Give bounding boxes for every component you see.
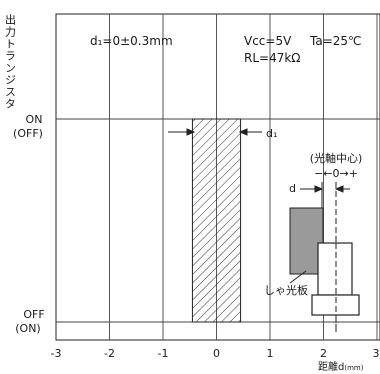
d1-condition-label: d₁=0±0.3mm: [90, 34, 173, 48]
d-arrows: [300, 185, 350, 193]
x-tick-label-6: 3: [373, 347, 380, 360]
plot-frame: [55, 13, 380, 341]
ta-label: Ta=25℃: [309, 34, 362, 48]
optical-axis-direction-label: −←0→+: [314, 167, 358, 180]
x-tick-label-2: -1: [158, 347, 169, 360]
d1-marker-label: d₁: [266, 127, 277, 140]
transition-band: [191, 118, 242, 323]
on-level-sublabel: (OFF): [13, 127, 43, 140]
d-marker-label: d: [289, 182, 296, 195]
off-level-label: OFF: [23, 308, 44, 321]
grid: [109, 14, 378, 340]
x-tick-label-4: 1: [267, 347, 274, 360]
x-tick-label-3: 0: [213, 347, 220, 360]
x-axis-label: 距離d(mm): [318, 360, 364, 373]
y-axis-label: 出力トランジスタ: [4, 13, 17, 110]
d1-arrows: [168, 128, 262, 136]
sensor-upper-body: [317, 242, 353, 296]
x-tick-labels: -3 -2 -1 0 1 2 3: [51, 347, 380, 360]
x-axis-label-text: 距離d: [318, 360, 344, 373]
on-level-label: ON: [26, 113, 43, 126]
x-tick-label-5: 2: [320, 347, 327, 360]
x-tick-label-1: -2: [104, 347, 115, 360]
x-axis-label-unit: (mm): [344, 364, 363, 372]
light-shield-label: しゃ光板: [264, 283, 308, 297]
rl-label: RL=47kΩ: [244, 51, 300, 65]
light-shield-leader: [289, 270, 307, 284]
vcc-label: Vcc=5V: [244, 34, 292, 48]
off-level-sublabel: (ON): [15, 322, 40, 335]
optical-axis-center-label: (光軸中心): [310, 151, 363, 165]
x-tick-label-0: -3: [51, 347, 62, 360]
